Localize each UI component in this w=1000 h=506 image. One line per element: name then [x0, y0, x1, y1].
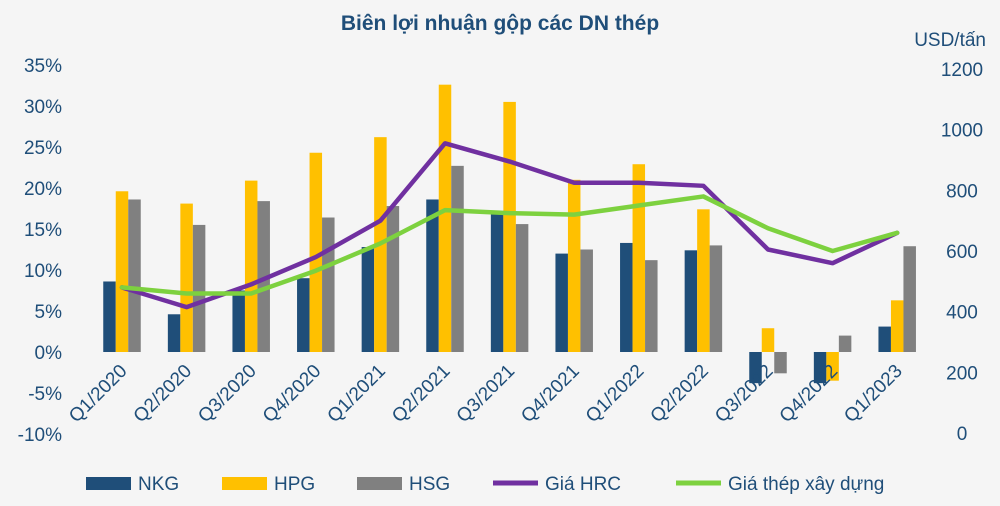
right-tick-label: 0 — [957, 424, 968, 445]
legend-item: NKG — [86, 474, 179, 495]
line-series — [119, 141, 900, 310]
bar-hpg — [826, 352, 839, 381]
bar-hsg — [322, 217, 335, 352]
legend-swatch — [357, 477, 402, 490]
x-tick-label: Q2/2021 — [388, 361, 454, 427]
x-tick-label: Q1/2021 — [324, 361, 390, 427]
bar-hpg — [115, 191, 129, 352]
right-tick-label: 400 — [946, 303, 978, 324]
left-tick-label: 25% — [24, 138, 62, 159]
right-axis-ticks: 1200 1000 800 600 400 200 0 — [941, 60, 983, 445]
left-tick-label: 30% — [24, 97, 62, 118]
legend-label: NKG — [138, 474, 179, 495]
legend-swatch — [222, 477, 267, 490]
line-hrc — [119, 141, 900, 310]
bar-nkg — [813, 352, 827, 384]
right-tick-label: 200 — [946, 363, 978, 384]
line-construction-steel — [119, 194, 900, 296]
legend-swatch — [86, 477, 131, 490]
right-tick-label: 600 — [946, 242, 978, 263]
x-tick-label: Q4/2020 — [259, 361, 325, 427]
legend-item: HPG — [222, 474, 315, 495]
left-tick-label: 5% — [35, 302, 63, 323]
bar-hsg — [580, 249, 593, 352]
bar-hpg — [180, 203, 193, 352]
bar-nkg — [297, 278, 310, 352]
bar-nkg — [749, 352, 762, 384]
x-tick-label: Q3/2020 — [194, 361, 260, 427]
bar-nkg — [490, 210, 504, 352]
legend-item: Giá thép xây dựng — [676, 474, 884, 495]
bar-hpg — [890, 300, 904, 352]
left-tick-label: -10% — [18, 425, 62, 446]
x-tick-label: Q3/2022 — [711, 361, 777, 427]
right-tick-label: 1000 — [941, 121, 983, 142]
x-tick-label: Q4/2021 — [517, 361, 583, 427]
right-tick-label: 1200 — [941, 60, 983, 81]
left-tick-label: -5% — [28, 384, 62, 405]
bar-hpg — [567, 179, 581, 352]
bar-hsg — [838, 335, 852, 352]
bar-hsg — [645, 260, 658, 352]
left-axis-ticks: 35% 30% 25% 20% 15% 10% 5% 0% -5% -10% — [18, 56, 62, 446]
bar-hsg — [515, 224, 529, 352]
bar-nkg — [426, 199, 439, 352]
bar-nkg — [103, 281, 116, 352]
bar-hpg — [244, 180, 258, 352]
left-tick-label: 10% — [24, 261, 62, 282]
legend-label: HSG — [409, 474, 450, 495]
bar-hpg — [632, 164, 646, 352]
bar-series-nkg — [103, 199, 891, 384]
legend-label: Giá HRC — [545, 474, 621, 495]
bar-series — [103, 84, 916, 384]
bar-nkg — [167, 314, 181, 352]
left-tick-label: 0% — [35, 343, 63, 364]
left-tick-label: 15% — [24, 220, 62, 241]
legend-item: Giá HRC — [493, 474, 621, 495]
bar-nkg — [878, 326, 891, 352]
bar-hsg — [386, 206, 400, 352]
right-tick-label: 800 — [946, 181, 978, 202]
bar-hpg — [309, 152, 323, 352]
bar-nkg — [555, 253, 568, 352]
left-tick-label: 20% — [24, 179, 62, 200]
bar-nkg — [620, 242, 633, 352]
bar-hsg — [903, 246, 916, 352]
bar-hpg — [761, 328, 775, 352]
x-tick-label: Q1/2023 — [840, 361, 906, 427]
bar-hsg — [451, 165, 464, 352]
legend: NKG HPG HSG Giá HRC Giá thép xây dựng — [86, 474, 884, 495]
x-tick-label: Q1/2020 — [65, 361, 131, 427]
x-tick-label: Q2/2020 — [130, 361, 196, 427]
legend-item: HSG — [357, 474, 450, 495]
legend-label: Giá thép xây dựng — [728, 474, 884, 495]
right-axis-unit-label: USD/tấn — [914, 30, 986, 51]
bar-nkg — [684, 250, 698, 352]
bar-hsg — [257, 201, 270, 352]
bar-hpg — [438, 84, 452, 353]
bar-hpg — [503, 101, 516, 353]
bar-hsg — [709, 245, 723, 352]
bar-nkg — [232, 290, 245, 352]
legend-label: HPG — [274, 474, 315, 495]
x-tick-label: Q1/2022 — [582, 361, 648, 427]
chart-title: Biên lợi nhuận gộp các DN thép — [341, 12, 659, 35]
bar-hsg — [192, 224, 206, 352]
bar-nkg — [361, 247, 375, 352]
bar-hsg — [774, 352, 787, 374]
x-tick-label: Q2/2022 — [647, 361, 713, 427]
x-tick-label: Q3/2021 — [453, 361, 519, 427]
bar-hpg — [697, 209, 710, 352]
bar-series-hpg — [115, 84, 904, 381]
left-tick-label: 35% — [24, 56, 62, 77]
bar-hsg — [128, 199, 141, 352]
